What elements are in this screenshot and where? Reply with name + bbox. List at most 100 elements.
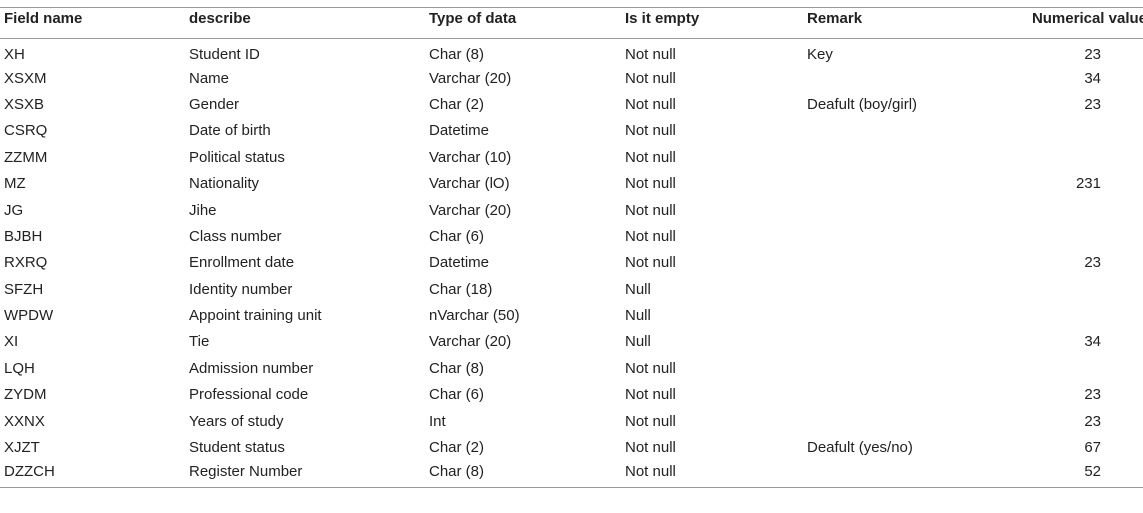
cell-field-name: RXRQ [4, 254, 48, 272]
cell-type-of-data: Datetime [429, 254, 490, 272]
cell-numerical-value: 23 [1084, 412, 1101, 430]
cell-remark [807, 144, 1007, 170]
cell-type-of-data: Varchar (10) [429, 148, 512, 166]
cell-is-it-empty: Not null [625, 412, 676, 430]
cell-field-name: ZYDM [4, 386, 47, 404]
cell-field-name: LQH [4, 359, 35, 377]
cell-numerical-value: 23 [1084, 95, 1101, 113]
cell-field-name: BJBH [4, 227, 43, 245]
header-row: Field name describe Type of data Is it e… [0, 7, 1143, 39]
table-row: DZZCH Register Number Char (8) Not null 52 [0, 460, 1143, 488]
cell-remark [807, 250, 1007, 276]
cell-remark [807, 329, 1007, 355]
table-row: ZYDM Professional code Char (6) Not null 23 [0, 382, 1143, 408]
cell-type-of-data: Char (6) [429, 227, 485, 245]
cell-numerical-value: 23 [1084, 46, 1101, 64]
table-row: BJBH Class number Char (6) Not null [0, 223, 1143, 249]
cell-describe: Enrollment date [189, 254, 295, 272]
cell-type-of-data: Varchar (20) [429, 69, 512, 87]
cell-is-it-empty: Not null [625, 227, 676, 245]
cell-describe: Nationality [189, 175, 260, 193]
cell-remark [807, 276, 1007, 302]
table-header: Field name describe Type of data Is it e… [0, 7, 1143, 39]
header-is-it-empty: Is it empty [625, 7, 807, 39]
cell-is-it-empty: Not null [625, 122, 676, 140]
cell-is-it-empty: Not null [625, 148, 676, 166]
cell-type-of-data: Char (8) [429, 460, 625, 488]
table-row: WPDW Appoint training unit nVarchar (50) Nu… [0, 302, 1143, 328]
cell-is-it-empty: Not null [625, 439, 676, 457]
cell-describe: Class number [189, 227, 282, 245]
cell-is-it-empty: Not null [625, 254, 676, 272]
table-row: XXNX Years of study Int Not null 23 [0, 408, 1143, 434]
table-row: XI Tie Varchar (20) Null 34 [0, 329, 1143, 355]
cell-remark: Deafult (yes/no) [807, 439, 913, 457]
cell-remark [807, 118, 1007, 144]
cell-type-of-data: Int [429, 412, 446, 430]
table-row: XJZT Student status Char (2) Not null Deaful… [0, 434, 1143, 460]
cell-field-name: XJZT [4, 439, 40, 457]
table-row: XH Student ID Char (8) Not null Key 23 [0, 39, 1143, 65]
cell-describe: Identity number [189, 280, 293, 298]
cell-remark [807, 223, 1007, 249]
cell-describe: Years of study [189, 412, 284, 430]
cell-type-of-data: Varchar (20) [429, 333, 512, 351]
cell-numerical-value [1007, 144, 1143, 170]
cell-remark [807, 65, 1007, 91]
cell-describe: Jihe [189, 201, 217, 219]
cell-field-name: JG [4, 201, 24, 219]
cell-type-of-data: nVarchar (50) [429, 307, 520, 325]
cell-field-name: MZ [4, 175, 26, 193]
cell-is-it-empty: Not null [625, 46, 676, 64]
table-row: MZ Nationality Varchar (lO) Not null 231 [0, 170, 1143, 196]
cell-is-it-empty: Null [625, 280, 651, 298]
cell-remark [807, 170, 1007, 196]
cell-field-name: ZZMM [4, 148, 48, 166]
cell-is-it-empty: Null [625, 307, 651, 325]
cell-remark: Key [807, 46, 833, 64]
header-describe: describe [189, 7, 429, 39]
cell-numerical-value [1007, 302, 1143, 328]
cell-type-of-data: Char (6) [429, 386, 485, 404]
cell-is-it-empty: Not null [625, 175, 676, 193]
header-type-of-data: Type of data [429, 7, 625, 39]
cell-field-name: DZZCH [0, 460, 189, 488]
cell-field-name: XSXB [4, 95, 45, 113]
cell-numerical-value: 34 [1084, 69, 1101, 87]
cell-remark [807, 197, 1007, 223]
cell-field-name: XI [4, 333, 19, 351]
cell-describe: Register Number [189, 460, 429, 488]
table-body: XH Student ID Char (8) Not null Key 23 XSXM Nam… [0, 39, 1143, 488]
cell-field-name: XSXM [4, 69, 47, 87]
cell-type-of-data: Char (2) [429, 439, 485, 457]
cell-is-it-empty: Not null [625, 460, 807, 488]
field-definition-table: Field name describe Type of data Is it e… [0, 7, 1143, 488]
table-row: ZZMM Political status Varchar (10) Not null [0, 144, 1143, 170]
cell-numerical-value [1007, 355, 1143, 381]
cell-type-of-data: Datetime [429, 122, 490, 140]
cell-numerical-value: 23 [1084, 254, 1101, 272]
cell-describe: Student ID [189, 46, 260, 64]
cell-remark [807, 355, 1007, 381]
cell-numerical-value: 23 [1084, 386, 1101, 404]
cell-remark [807, 408, 1007, 434]
cell-describe: Date of birth [189, 122, 271, 140]
cell-field-name: SFZH [4, 280, 44, 298]
table-row: CSRQ Date of birth Datetime Not null [0, 118, 1143, 144]
table-row: XSXB Gender Char (2) Not null Deafult (boy/g… [0, 91, 1143, 117]
cell-type-of-data: Char (2) [429, 95, 485, 113]
cell-numerical-value: 231 [1075, 175, 1101, 193]
cell-numerical-value: 52 [1007, 460, 1143, 488]
cell-remark [807, 382, 1007, 408]
table-row: LQH Admission number Char (8) Not null [0, 355, 1143, 381]
cell-numerical-value [1007, 276, 1143, 302]
cell-is-it-empty: Not null [625, 95, 676, 113]
table-row: JG Jihe Varchar (20) Not null [0, 197, 1143, 223]
cell-describe: Professional code [189, 386, 309, 404]
cell-is-it-empty: Null [625, 333, 651, 351]
cell-describe: Tie [189, 333, 210, 351]
header-remark: Remark [807, 7, 1007, 39]
cell-numerical-value [1007, 197, 1143, 223]
cell-describe: Appoint training unit [189, 307, 322, 325]
